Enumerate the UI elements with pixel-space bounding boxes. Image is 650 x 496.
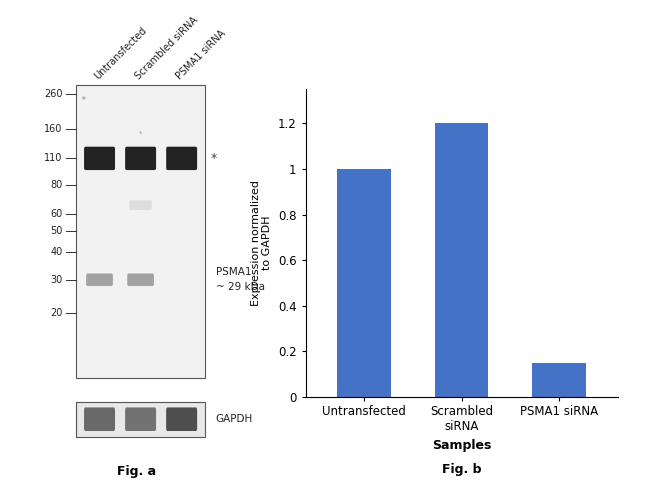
Text: 40: 40 xyxy=(51,247,63,257)
FancyBboxPatch shape xyxy=(86,273,113,286)
FancyBboxPatch shape xyxy=(166,407,197,431)
X-axis label: Samples: Samples xyxy=(432,438,491,452)
Text: GAPDH: GAPDH xyxy=(216,414,253,424)
Text: 20: 20 xyxy=(51,309,63,318)
Text: Untransfected: Untransfected xyxy=(92,25,149,81)
Text: Fig. a: Fig. a xyxy=(117,465,156,478)
Text: Scrambled siRNA: Scrambled siRNA xyxy=(133,14,200,81)
FancyBboxPatch shape xyxy=(129,200,152,210)
Text: 160: 160 xyxy=(44,124,63,134)
FancyBboxPatch shape xyxy=(84,407,115,431)
FancyBboxPatch shape xyxy=(84,147,115,170)
Text: 110: 110 xyxy=(44,153,63,163)
Text: ~ 29 kDa: ~ 29 kDa xyxy=(216,282,265,292)
Text: Fig. b: Fig. b xyxy=(442,463,481,476)
Bar xyxy=(435,124,488,397)
Text: 260: 260 xyxy=(44,89,63,99)
Text: *: * xyxy=(82,96,86,105)
Text: PSMA1: PSMA1 xyxy=(216,267,251,277)
Bar xyxy=(337,169,391,397)
Text: 50: 50 xyxy=(51,227,63,237)
FancyBboxPatch shape xyxy=(125,147,156,170)
Text: 60: 60 xyxy=(51,209,63,219)
Text: 30: 30 xyxy=(51,275,63,285)
Text: *: * xyxy=(139,130,142,136)
Bar xyxy=(77,85,205,378)
Bar xyxy=(77,402,205,436)
Bar xyxy=(532,363,586,397)
Text: PSMA1 siRNA: PSMA1 siRNA xyxy=(175,28,228,81)
Text: *: * xyxy=(210,152,216,165)
FancyBboxPatch shape xyxy=(166,147,197,170)
FancyBboxPatch shape xyxy=(125,407,156,431)
Text: 80: 80 xyxy=(51,180,63,189)
FancyBboxPatch shape xyxy=(127,273,154,286)
Y-axis label: Expression normalized
to GAPDH: Expression normalized to GAPDH xyxy=(250,180,272,306)
